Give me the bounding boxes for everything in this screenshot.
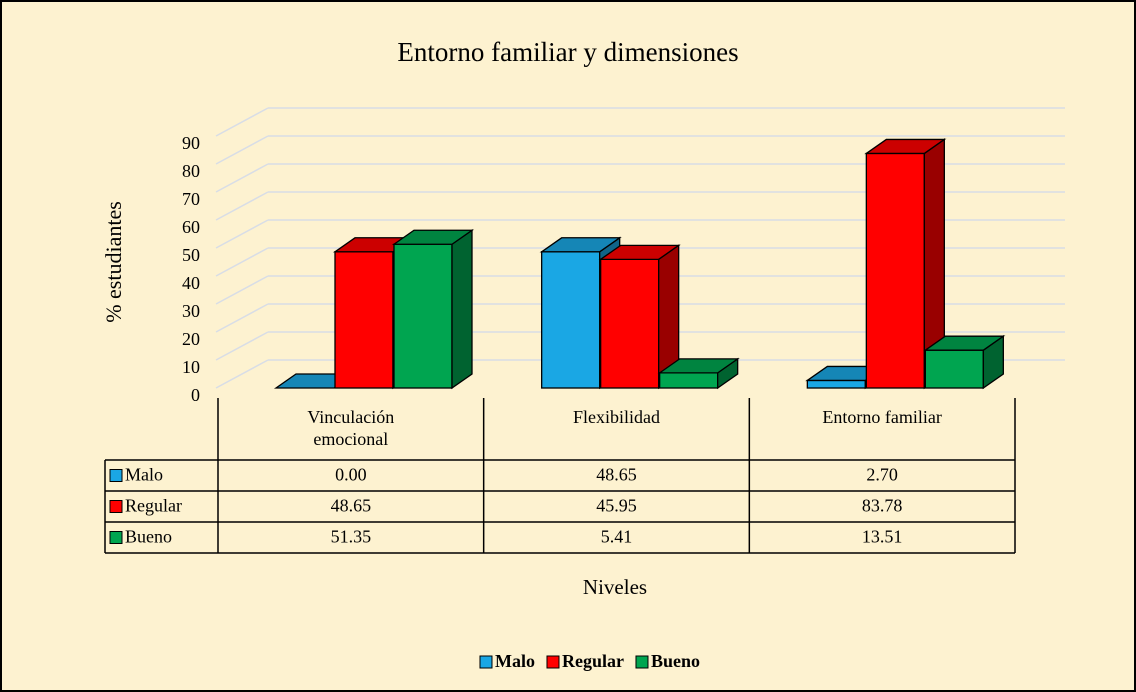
y-tick-label: 50	[182, 245, 200, 265]
category-cell: Entorno familiar	[822, 407, 942, 427]
grid-line	[215, 359, 269, 389]
legend-key	[109, 469, 123, 482]
x-axis-title: Niveles	[583, 575, 647, 599]
row-label: Bueno	[125, 527, 172, 547]
bar-front	[600, 258, 660, 389]
grid-line	[215, 107, 269, 137]
bar-front	[334, 251, 394, 389]
row-label: Malo	[125, 465, 163, 485]
legend: Malo Regular Bueno	[479, 651, 700, 671]
grid-line	[215, 331, 269, 361]
row-label: Regular	[125, 496, 182, 516]
table-value: 0.00	[335, 465, 367, 485]
chart-title: Entorno familiar y dimensiones	[397, 37, 738, 67]
y-tick-label: 20	[182, 329, 200, 349]
legend-key	[109, 500, 123, 513]
legend-label: Bueno	[651, 651, 700, 671]
grid-line	[215, 191, 269, 221]
grid-line	[215, 303, 269, 333]
legend-key	[109, 531, 123, 544]
bar-front	[393, 243, 453, 389]
table-value: 48.65	[331, 496, 372, 516]
y-tick-label: 60	[182, 217, 200, 237]
legend-key	[546, 655, 560, 669]
bar-top	[923, 335, 1006, 351]
table-value: 5.41	[601, 527, 633, 547]
bar-top	[598, 244, 681, 260]
legend-key	[635, 655, 649, 669]
bar-side	[451, 228, 473, 390]
table-value: 13.51	[862, 527, 903, 547]
y-tick-label: 80	[182, 161, 200, 181]
category-cell: Vinculación emocional	[307, 407, 395, 449]
y-axis-title: % estudiantes	[101, 201, 126, 323]
table-value: 83.78	[862, 496, 903, 516]
legend-key	[479, 655, 493, 669]
grid-line	[215, 135, 269, 165]
table-value: 51.35	[331, 527, 372, 547]
grid-line	[215, 275, 269, 305]
y-tick-label: 0	[191, 385, 200, 405]
x-tick-label: Flexibilidad	[572, 407, 660, 427]
grid-line	[215, 219, 269, 249]
x-tick-label: Entorno familiar	[822, 407, 942, 427]
category-cell: Flexibilidad	[572, 407, 660, 427]
bar-front	[806, 379, 866, 389]
y-tick-label: 40	[182, 273, 200, 293]
bar-top	[391, 229, 475, 245]
legend-label: Regular	[562, 651, 624, 671]
bar-front	[659, 372, 719, 389]
y-tick-label: 10	[182, 357, 200, 377]
table-value: 48.65	[596, 465, 637, 485]
bar-top	[864, 138, 947, 155]
table-value: 2.70	[866, 465, 898, 485]
grid-line	[215, 163, 269, 193]
bar-top	[657, 358, 740, 374]
x-tick-label: Vinculación emocional	[307, 407, 395, 449]
bar-front	[541, 251, 601, 389]
bar-front	[924, 349, 984, 389]
y-tick-label: 30	[182, 301, 200, 321]
y-tick-label: 70	[182, 189, 200, 209]
grid-line	[215, 247, 269, 277]
bar-front	[865, 152, 925, 389]
y-tick-label: 90	[182, 133, 200, 153]
bar-top	[539, 237, 622, 253]
table-value: 45.95	[596, 496, 637, 516]
legend-label: Malo	[495, 651, 535, 671]
